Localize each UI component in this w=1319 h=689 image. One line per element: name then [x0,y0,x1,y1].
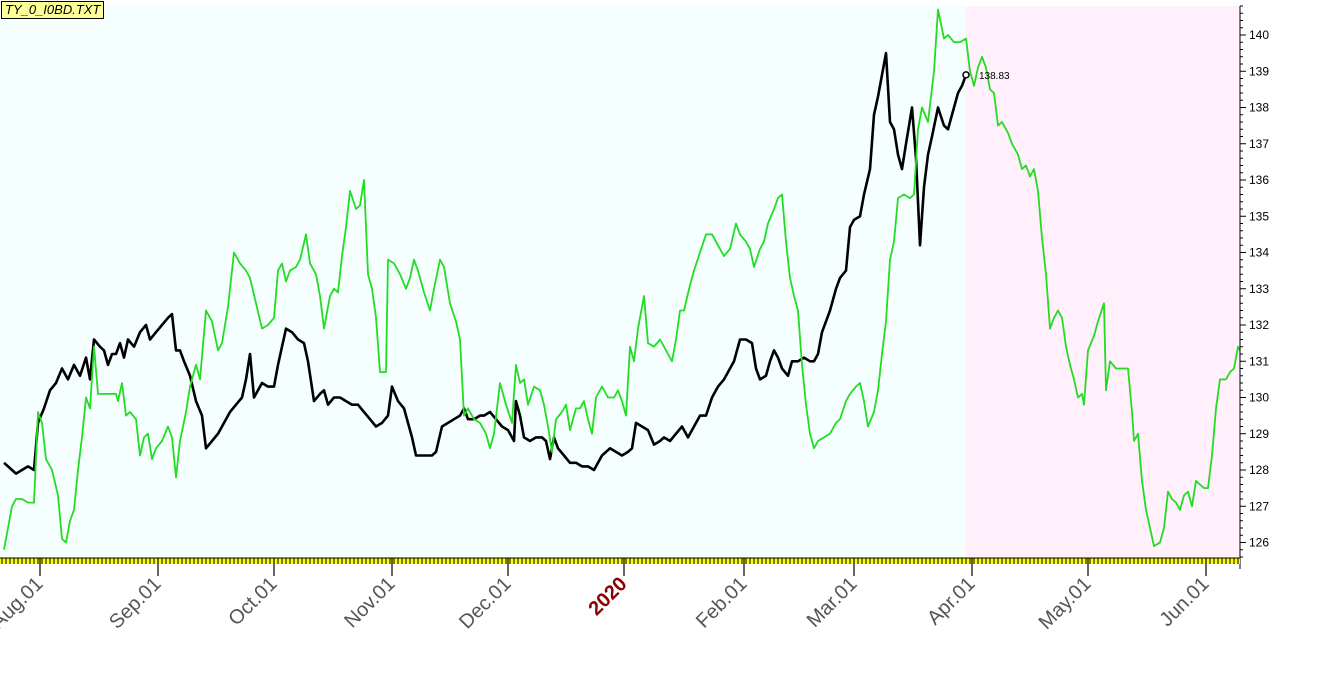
region-projection [966,6,1240,557]
y-tick-label: 134 [1249,246,1269,260]
y-axis: 126 127 128 129 130 131 132 133 134 135 136 137 138 1… [1239,5,1269,569]
y-tick-label: 140 [1249,28,1269,42]
x-tick-label: Sep.01 [105,573,165,633]
x-tick-label: Apr.01 [923,573,979,629]
x-tick-label: Jun.01 [1156,573,1214,631]
chart-background [0,6,1240,557]
y-tick-label: 135 [1249,209,1269,223]
series-layer [3,8,1241,550]
x-axis-band [0,558,1240,564]
x-tick-label: Dec.01 [455,573,515,633]
y-tick-label: 128 [1249,463,1269,477]
x-tick-label: 2020 [585,573,632,620]
y-tick-label: 126 [1249,536,1269,550]
last-value-label: 138.83 [979,71,1010,82]
y-tick-label: 130 [1249,391,1269,405]
x-tick-label: Feb.01 [692,573,752,633]
x-tick-label: Nov.01 [340,573,399,632]
y-tick-label: 139 [1249,64,1269,78]
y-tick-label: 131 [1249,354,1269,368]
y-tick-label: 129 [1249,427,1269,441]
y-tick-label: 137 [1249,137,1269,151]
x-tick-label: Oct.01 [224,573,281,630]
last-value-marker: 138.83 [962,71,1010,82]
region-history [0,6,966,557]
projection-line [3,8,1241,550]
y-tick-label: 132 [1249,318,1269,332]
y-tick-label: 133 [1249,282,1269,296]
x-axis: Aug.01 Sep.01 Oct.01 Nov.01 Dec.01 2020 Feb.01… [0,557,1240,634]
y-tick-label: 136 [1249,173,1269,187]
last-value-dot [962,71,970,79]
x-tick-label: May.01 [1035,573,1096,634]
y-tick-label: 138 [1249,101,1269,115]
x-tick-label: Aug.01 [0,573,48,633]
chart-title: TY_0_I0BD.TXT [1,1,105,19]
x-tick-label: Mar.01 [803,573,862,632]
y-tick-label: 127 [1249,499,1269,513]
